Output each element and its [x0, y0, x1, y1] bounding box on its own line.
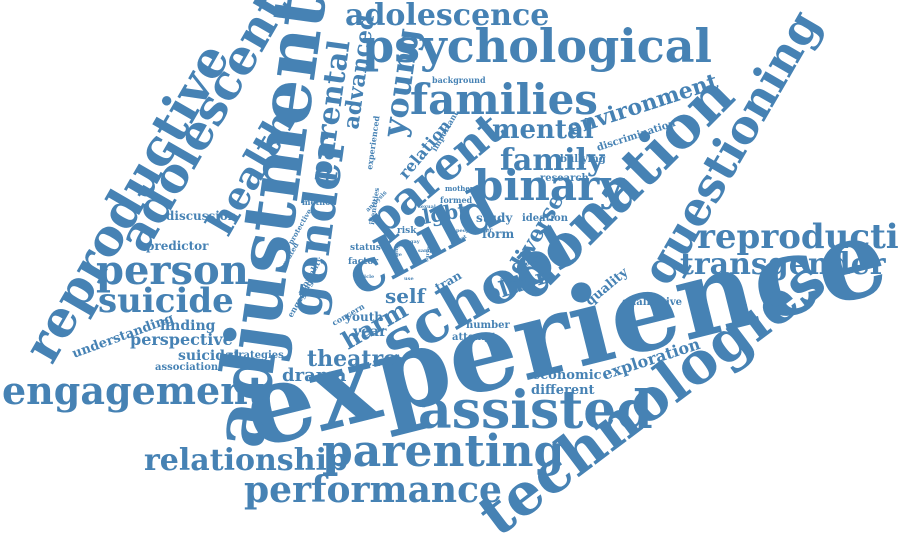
word-mental: mental [492, 115, 594, 145]
word-engagement: engagement [2, 368, 266, 413]
word-article: article [356, 274, 374, 280]
word-experienced: experienced [364, 115, 382, 171]
word-bullying: bullying [560, 154, 606, 165]
word-assisted: assisted [418, 380, 653, 441]
word-psychological: psychological [362, 19, 712, 73]
word-economic: economic [532, 368, 602, 383]
word-reproduction: reproduction [697, 217, 900, 257]
word-suicide: suicide [98, 281, 234, 321]
word-drama: drama [282, 365, 347, 386]
word-sexual: sexual [418, 204, 436, 210]
word-youth: youth [344, 310, 383, 324]
word-use: use [404, 276, 414, 282]
word-finding: finding [160, 318, 216, 334]
word-performance: performance [244, 469, 502, 511]
word-discussion: discussion [166, 209, 237, 223]
word-positive: positive [500, 277, 526, 284]
word-adolescence: adolescence [345, 0, 549, 33]
word-suicidal: suicidal [178, 348, 239, 364]
word-number: number [466, 320, 510, 331]
word-method: method [302, 197, 336, 207]
word-study: study [476, 211, 513, 225]
word-strategies: strategies [228, 350, 284, 361]
word-person: person [96, 247, 249, 294]
word-predictor: predictor [146, 239, 209, 253]
word-research: research [540, 173, 589, 184]
word-attempt: attempt [452, 332, 497, 343]
word-theatre: theatre [307, 346, 397, 372]
word-formed: formed [440, 195, 473, 205]
word-self: self [385, 284, 427, 308]
word-people: people [456, 228, 475, 234]
word-transgender: transgender [680, 247, 887, 282]
word-qualitative: qualitative [622, 297, 682, 308]
word-ideation: ideation [522, 213, 569, 224]
word-status: status [350, 243, 381, 253]
word-perspective: perspective [130, 330, 233, 349]
word-different: different [531, 383, 595, 398]
word-family: family [500, 143, 606, 178]
word-year: year [352, 324, 387, 340]
word-risk: risk [397, 226, 417, 236]
word-form: form [482, 227, 514, 241]
word-association: association [155, 362, 219, 373]
word-factor: factor [348, 257, 378, 267]
word-families: families [410, 75, 598, 124]
word-reducing: reducing [391, 244, 400, 270]
word-relationship: relationship [144, 443, 348, 478]
word-sample: sample [418, 248, 438, 254]
word-background: background [432, 75, 486, 85]
word-mother: mother [445, 184, 474, 193]
word-parenting: parenting [322, 426, 564, 477]
word-age: age [392, 252, 402, 258]
word-survey: survey [424, 242, 433, 262]
word-gay: gay [410, 239, 421, 245]
word-binary: binary [474, 161, 625, 210]
word-poorer: poorer [470, 227, 493, 234]
